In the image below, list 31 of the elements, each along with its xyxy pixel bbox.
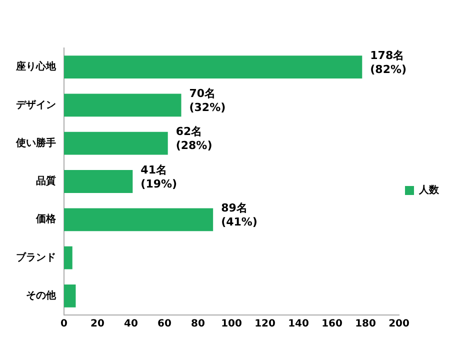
legend-label: 人数 — [418, 184, 440, 196]
data-label: 70名 (32%) — [189, 87, 226, 114]
bar — [64, 56, 362, 79]
x-tick-label: 120 — [254, 318, 276, 330]
y-tick-label: ブランド — [16, 251, 56, 264]
x-tick-label: 160 — [322, 318, 342, 330]
bar — [64, 246, 72, 270]
bar — [64, 208, 214, 232]
x-tick-label: 140 — [288, 318, 309, 330]
data-label: 178名 (82%) — [370, 48, 407, 76]
y-tick-label: 価格 — [35, 213, 57, 226]
data-label: 41名 (19%) — [140, 163, 178, 190]
x-tick-label: 20 — [90, 318, 104, 330]
x-tick-label: 60 — [158, 318, 172, 330]
x-tick-label: 180 — [355, 318, 376, 330]
bar — [64, 94, 182, 117]
y-tick-label: デザイン — [16, 98, 56, 111]
y-tick-label: 座り心地 — [15, 60, 57, 73]
x-tick-label: 40 — [124, 318, 138, 330]
x-tick-label: 0 — [60, 318, 68, 330]
bar — [64, 170, 133, 193]
y-tick-label: その他 — [26, 290, 57, 302]
x-tick-label: 100 — [221, 318, 242, 330]
x-tick-label: 200 — [388, 318, 410, 330]
data-label: 89名 (41%) — [221, 202, 258, 228]
data-label: 62名 (28%) — [176, 125, 212, 152]
y-tick-label: 品質 — [36, 175, 56, 188]
x-tick-label: 80 — [191, 318, 205, 330]
y-tick-label: 使い勝手 — [15, 136, 56, 149]
bar — [64, 284, 76, 308]
bar — [64, 132, 168, 155]
